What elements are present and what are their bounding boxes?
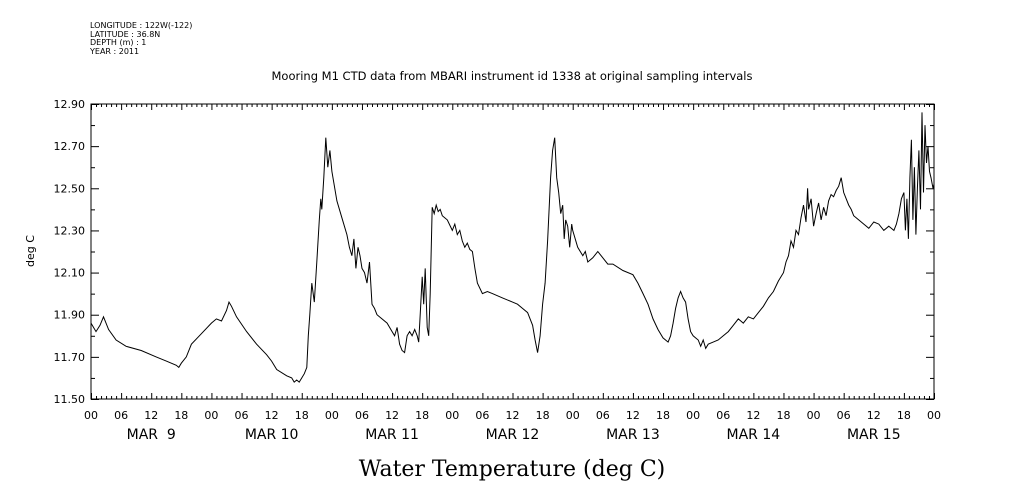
x-tick-label: 00: [445, 409, 459, 422]
year-label: YEAR : 2011: [90, 46, 140, 56]
day-label: MAR 10: [245, 427, 299, 443]
metadata-block: LONGITUDE : 122W(-122) LATITUDE : 36.8N …: [90, 21, 193, 56]
x-tick-label: 12: [867, 409, 881, 422]
x-tick-label: 00: [807, 409, 821, 422]
x-tick-label: 18: [897, 409, 911, 422]
x-tick-label: 12: [506, 409, 520, 422]
day-label: MAR 11: [365, 427, 419, 443]
x-tick-label: 06: [475, 409, 489, 422]
x-tick-label: 12: [265, 409, 279, 422]
axis-ticks: [91, 104, 935, 400]
day-label: MAR 9: [127, 427, 176, 443]
x-tick-label: 00: [927, 409, 941, 422]
x-tick-label: 06: [355, 409, 369, 422]
x-tick-label: 18: [536, 409, 550, 422]
y-tick-label: 11.90: [54, 309, 86, 322]
x-tick-label: 06: [716, 409, 730, 422]
x-tick-label: 12: [746, 409, 760, 422]
y-tick-label: 11.70: [54, 351, 86, 364]
x-axis-label: Water Temperature (deg C): [359, 457, 666, 482]
longitude-label: LONGITUDE : 122W(-122): [90, 21, 193, 30]
latitude-label: LATITUDE : 36.8N: [90, 29, 161, 39]
day-label: MAR 13: [606, 427, 660, 443]
x-tick-label: 06: [114, 409, 128, 422]
series-line: [90, 112, 935, 383]
plot-frame: [90, 103, 935, 400]
x-tick-label: 18: [415, 409, 429, 422]
x-tick-label: 06: [235, 409, 249, 422]
x-tick-label: 12: [626, 409, 640, 422]
x-tick-label: 00: [325, 409, 339, 422]
x-tick-label: 12: [144, 409, 158, 422]
x-tick-label: 00: [566, 409, 580, 422]
x-tick-label: 18: [295, 409, 309, 422]
x-tick-label: 06: [837, 409, 851, 422]
y-tick-labels: 11.50 11.70 11.90 12.10 12.30 12.50 12.70 12.90: [54, 98, 86, 406]
day-label: MAR 14: [727, 427, 781, 443]
x-tick-label: 00: [686, 409, 700, 422]
day-label: MAR 15: [847, 427, 901, 443]
day-label: MAR 12: [486, 427, 540, 443]
chart-title: Mooring M1 CTD data from MBARI instrumen…: [272, 69, 753, 83]
y-tick-label: 11.50: [54, 393, 86, 406]
y-tick-label: 12.50: [54, 182, 86, 195]
day-labels: MAR 9 MAR 10 MAR 11 MAR 12 MAR 13 MAR 14 MAR 1…: [127, 427, 901, 443]
depth-label: DEPTH (m) : 1: [90, 38, 147, 48]
x-tick-label: 06: [596, 409, 610, 422]
x-tick-labels: 00 06 12 18 00 06 12 18 00 06 12 18 00 06 12 18 00 06 12 18…: [84, 409, 941, 422]
x-tick-label: 18: [776, 409, 790, 422]
x-tick-label: 18: [656, 409, 670, 422]
y-tick-label: 12.30: [54, 224, 86, 237]
y-axis-label: deg C: [24, 235, 37, 267]
x-tick-label: 18: [174, 409, 188, 422]
x-tick-label: 00: [204, 409, 218, 422]
y-tick-label: 12.90: [54, 98, 86, 111]
x-tick-label: 12: [385, 409, 399, 422]
y-tick-label: 12.10: [54, 267, 86, 280]
x-tick-label: 00: [84, 409, 98, 422]
y-tick-label: 12.70: [54, 140, 86, 153]
